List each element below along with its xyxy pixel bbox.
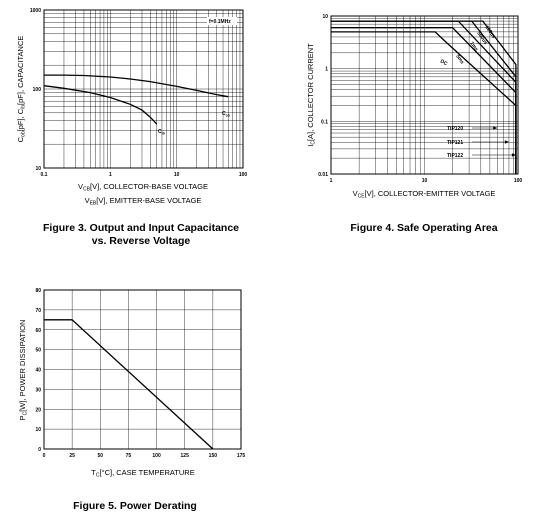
figure-5-y-tick-label: 10 xyxy=(35,427,41,433)
figure-3-y-tick-label: 10 xyxy=(35,166,41,172)
figure-3-y-tick-label: 1000 xyxy=(30,8,41,14)
figure-4-curve-dc xyxy=(331,31,517,174)
figure-3-x-tick-label: 0.1 xyxy=(41,172,48,178)
figure-5-derating-line xyxy=(44,319,214,450)
figure-5-x-tick-label: 25 xyxy=(69,453,75,459)
figure-3-series-label-cob: Cob xyxy=(222,111,230,118)
figure-4-x-tick-label: 100 xyxy=(514,178,523,184)
figure-4-curve-500us xyxy=(331,20,517,174)
figure-5-y-tick-label: 50 xyxy=(35,348,41,354)
figure-3-series-cib-line xyxy=(43,85,158,125)
figure-3-series-cob-line xyxy=(44,74,229,98)
figure-4-x-tick-label: 10 xyxy=(422,178,428,184)
figure-4-curves xyxy=(331,20,517,174)
figure-5-grid xyxy=(44,290,241,449)
figure-4-y-tick-label: 1 xyxy=(325,67,328,73)
figure-5-y-tick-label: 70 xyxy=(35,308,41,314)
figure-3-frequency-annotation: f=0.1MHz xyxy=(209,19,231,25)
figure-5-y-tick-label: 60 xyxy=(35,328,41,334)
figure-4-grid xyxy=(331,16,518,174)
figure-4-tick-labels: 1 10 100 0.01 0.1 1 10 xyxy=(318,14,522,184)
figure-5-curves xyxy=(44,319,214,450)
figure-4-curve-100us xyxy=(331,20,517,174)
figure-3-capacitance-chart: 0.1 1 10 100 10 100 1000 f=0.1MHz Cob Cib Cob[… xyxy=(16,8,247,247)
figure-3-plot-frame xyxy=(43,9,244,169)
figure-4-y-tick-label: 0.01 xyxy=(318,172,328,178)
figure-5-y-axis-label: PC[W], POWER DISSIPATION xyxy=(18,320,29,421)
figure-5-x-tick-label: 50 xyxy=(98,453,104,459)
figure-3-y-tick-label: 100 xyxy=(33,87,42,93)
figure-5-y-tick-label: 20 xyxy=(35,407,41,413)
figure-3-y-axis-label: Cob[pF], Cib[pF], CAPACITANCE xyxy=(16,36,27,143)
figure-4-device-arrowhead xyxy=(504,140,509,144)
figure-5-x-tick-label: 100 xyxy=(152,453,161,459)
figure-3-caption-line-2: vs. Reverse Voltage xyxy=(92,235,191,247)
figure-3-x-tick-label: 10 xyxy=(174,172,180,178)
figure-3-x-axis-label-emitter-base: VEB[V], EMITTER-BASE VOLTAGE xyxy=(85,196,202,207)
figure-4-x-tick-label: 1 xyxy=(330,178,333,184)
figure-5-x-tick-label: 0 xyxy=(43,453,46,459)
figure-4-y-tick-label: 0.1 xyxy=(321,119,328,125)
figure-3-caption: Figure 3. Output and Input Capacitance xyxy=(43,222,239,234)
figure-4-curve-1ms xyxy=(331,20,517,174)
figure-5-x-tick-label: 125 xyxy=(181,453,190,459)
figure-5-y-tick-label: 30 xyxy=(35,387,41,393)
figure-5-plot-frame xyxy=(43,289,242,450)
figure-4-y-axis-label: IC[A], COLLECTOR CURRENT xyxy=(306,43,317,147)
figure-3-grid xyxy=(44,10,243,168)
figure-3-annotation-box xyxy=(207,17,237,25)
figure-5-tick-labels: 0 25 50 75 100 125 150 175 0 10 20 30 40 50 60 70 80 xyxy=(35,288,245,459)
figure-5-power-derating-chart: 0 25 50 75 100 125 150 175 0 10 20 30 40 50 60 70 80 PC[… xyxy=(18,288,245,512)
figure-5-x-tick-label: 75 xyxy=(126,453,132,459)
figure-4-device-label-tip122: TIP122 xyxy=(447,153,463,159)
figure-4-device-label-tip121: TIP121 xyxy=(447,140,463,146)
figure-5-x-tick-label: 150 xyxy=(209,453,218,459)
figure-4-curve-label-5ms: 5ms xyxy=(454,54,465,66)
figure-4-device-label-tip120: TIP120 xyxy=(447,126,463,132)
figure-4-device-arrowhead xyxy=(493,126,498,130)
figure-5-caption: Figure 5. Power Derating xyxy=(73,500,197,512)
figure-4-plot-frame xyxy=(330,15,519,175)
figure-4-device-arrowhead xyxy=(511,153,516,157)
figure-4-y-tick-label: 10 xyxy=(322,14,328,20)
figure-5-y-tick-label: 80 xyxy=(35,288,41,294)
figure-5-x-axis-label: TC[°C], CASE TEMPERATURE xyxy=(91,468,194,479)
figure-5-y-tick-label: 0 xyxy=(38,447,41,453)
figure-5-y-tick-label: 40 xyxy=(35,368,41,374)
figure-4-x-axis-label: VCE[V], COLLECTOR-EMITTER VOLTAGE xyxy=(353,189,496,200)
figure-4-curve-5ms xyxy=(331,27,517,174)
figure-3-x-tick-label: 100 xyxy=(239,172,248,178)
figure-3-series-label-cib: Cib xyxy=(158,129,165,136)
figure-3-x-tick-label: 1 xyxy=(109,172,112,178)
figure-3-curves xyxy=(43,74,229,125)
figure-4-caption: Figure 4. Safe Operating Area xyxy=(350,222,497,234)
figure-3-tick-labels: 0.1 1 10 100 10 100 1000 xyxy=(30,8,248,178)
figure-3-x-axis-label-collector-base: VCB[V], COLLECTOR-BASE VOLTAGE xyxy=(78,182,208,193)
figure-4-curve-label-dc: DC xyxy=(439,59,449,68)
figure-4-device-limit-labels: TIP120 TIP121 TIP122 xyxy=(447,126,516,159)
figure-4-curve-label-1ms: 1ms xyxy=(468,41,479,53)
figure-5-x-tick-label: 175 xyxy=(237,453,246,459)
